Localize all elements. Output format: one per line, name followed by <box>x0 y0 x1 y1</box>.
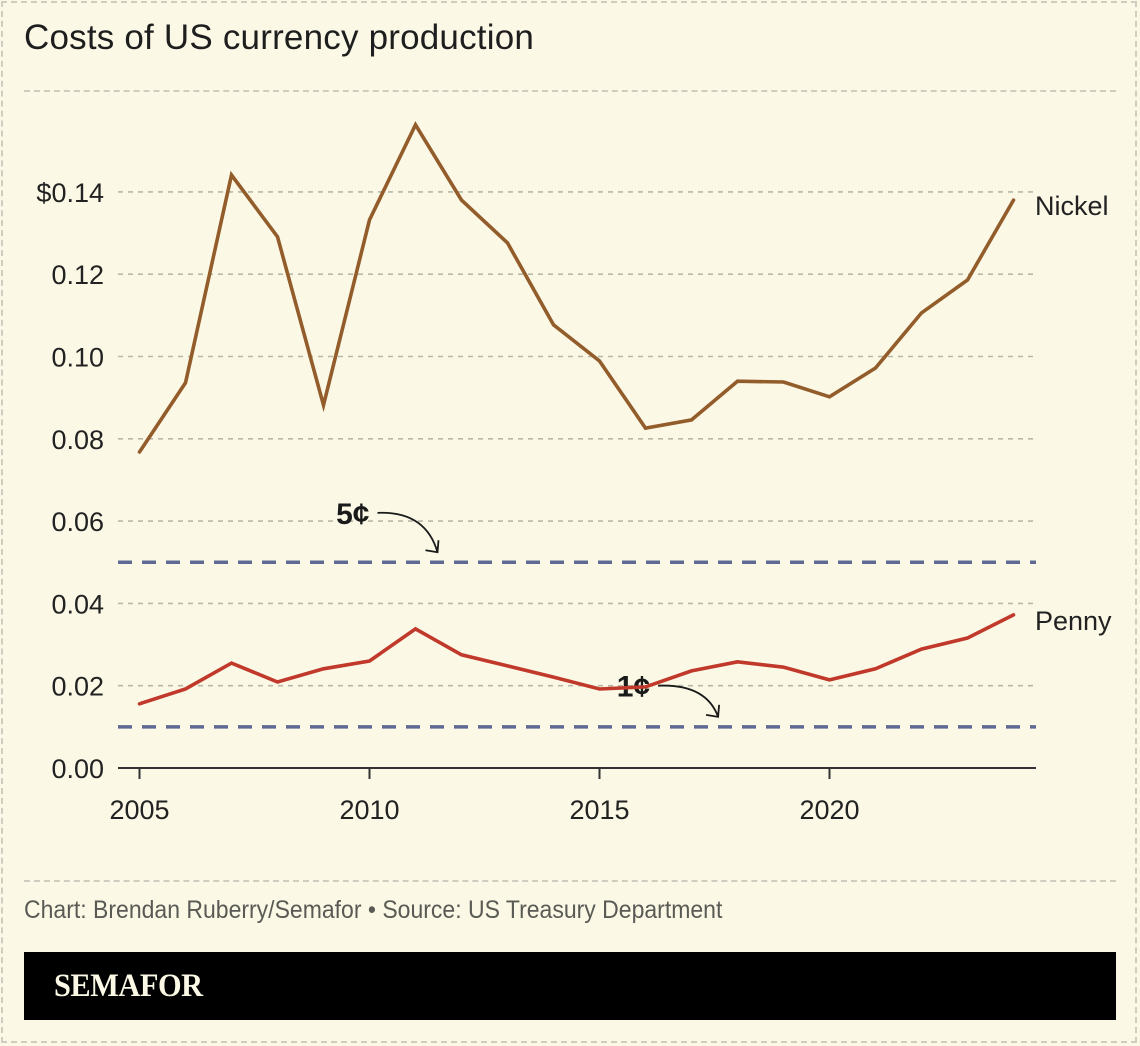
y-tick-label: 0.04 <box>51 589 104 619</box>
x-tick-label: 2010 <box>339 795 399 825</box>
reference-label: 5¢ <box>336 498 369 531</box>
arrowhead-icon <box>425 540 440 554</box>
y-tick-label: 0.10 <box>51 343 104 373</box>
y-tick-label: 0.06 <box>51 507 104 537</box>
series-line-nickel <box>137 121 1016 454</box>
y-tick-label: $0.14 <box>36 178 104 208</box>
brand-bar: SEMAFOR <box>24 952 1116 1020</box>
y-tick-label: 0.08 <box>51 425 104 455</box>
y-tick-label: 0.00 <box>51 754 104 784</box>
title-divider <box>24 90 1116 92</box>
chart-title: Costs of US currency production <box>24 18 535 57</box>
annotation-arrow <box>658 684 719 718</box>
x-tick-label: 2005 <box>109 795 169 825</box>
series-label-nickel: Nickel <box>1035 191 1109 221</box>
y-tick-label: 0.02 <box>51 672 104 702</box>
arrowhead-icon <box>705 704 720 718</box>
series-label-penny: Penny <box>1035 606 1112 636</box>
semafor-logo: SEMAFOR <box>54 968 203 1004</box>
line-chart: 0.000.020.040.060.080.100.12$0.145¢1¢200… <box>36 121 1112 825</box>
series-line-penny <box>137 613 1016 706</box>
chart-credit: Chart: Brendan Ruberry/Semafor • Source:… <box>24 896 723 924</box>
y-tick-label: 0.12 <box>51 260 104 290</box>
x-tick-label: 2015 <box>569 795 629 825</box>
annotation-arrow <box>377 511 439 553</box>
x-tick-label: 2020 <box>799 795 859 825</box>
footer-divider <box>24 880 1116 882</box>
